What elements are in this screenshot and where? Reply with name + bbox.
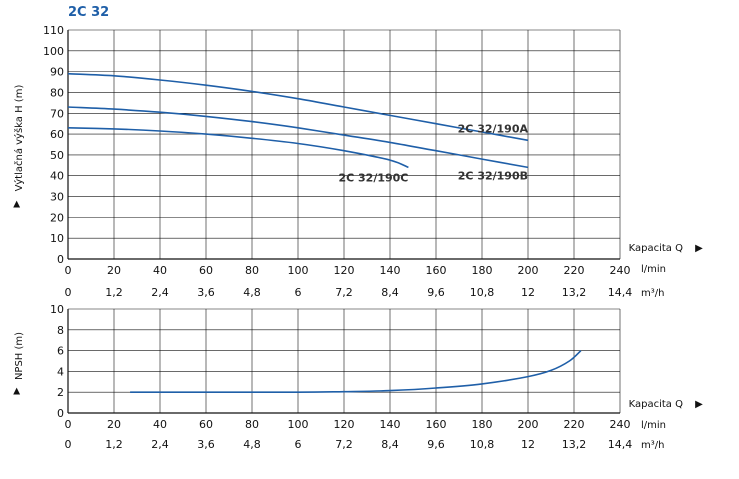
x-tick-label: 80 xyxy=(245,418,259,431)
x2-tick-label: 10,8 xyxy=(470,286,495,299)
x2-tick-label: 6 xyxy=(295,286,302,299)
y-axis-label: NPSH (m) xyxy=(14,332,25,380)
page-title: 2C 32 xyxy=(68,5,109,20)
x2-tick-label: 14,4 xyxy=(608,438,633,451)
x2-tick-label: 13,2 xyxy=(562,286,587,299)
x2-tick-label: 13,2 xyxy=(562,438,587,451)
x-tick-label: 20 xyxy=(107,264,121,277)
x2-tick-label: 3,6 xyxy=(197,438,215,451)
x-axis-label: Kapacita Q xyxy=(629,243,683,254)
x2-tick-label: 7,2 xyxy=(335,286,353,299)
y-tick-label: 10 xyxy=(50,303,64,316)
x-tick-label: 100 xyxy=(288,264,309,277)
series-line xyxy=(67,106,529,169)
y-tick-label: 80 xyxy=(50,86,64,99)
series-label: 2C 32/190C xyxy=(338,171,408,184)
series-line xyxy=(67,127,409,169)
y-tick-label: 90 xyxy=(50,66,64,79)
x-tick-label: 120 xyxy=(334,264,355,277)
x2-tick-label: 4,8 xyxy=(243,286,261,299)
x-axis-unit: l/min xyxy=(641,264,666,275)
x-tick-label: 240 xyxy=(610,264,631,277)
x-tick-label: 160 xyxy=(426,264,447,277)
x2-axis-unit: m³/h xyxy=(641,440,664,451)
x-tick-label: 40 xyxy=(153,264,167,277)
x-axis-unit: l/min xyxy=(641,420,666,431)
x2-tick-label: 14,4 xyxy=(608,286,633,299)
x2-tick-label: 12 xyxy=(521,286,535,299)
y-tick-label: 20 xyxy=(50,211,64,224)
y-tick-label: 0 xyxy=(57,407,64,420)
y-tick-label: 60 xyxy=(50,128,64,141)
x-tick-label: 0 xyxy=(65,418,72,431)
x-tick-label: 200 xyxy=(518,418,539,431)
y-tick-label: 40 xyxy=(50,170,64,183)
x2-tick-label: 2,4 xyxy=(151,286,169,299)
y-tick-label: 6 xyxy=(57,345,64,358)
y-tick-label: 100 xyxy=(43,45,64,58)
x2-tick-label: 9,6 xyxy=(427,286,445,299)
y-tick-label: 2 xyxy=(57,386,64,399)
x-tick-label: 120 xyxy=(334,418,355,431)
x-tick-label: 80 xyxy=(245,264,259,277)
x-tick-label: 40 xyxy=(153,418,167,431)
x-tick-label: 140 xyxy=(380,418,401,431)
x-tick-label: 160 xyxy=(426,418,447,431)
y-axis-arrow-icon: ▶ xyxy=(12,200,22,207)
y-axis-label: Výtlačná výška H (m) xyxy=(13,85,25,192)
y-tick-label: 8 xyxy=(57,324,64,337)
x-tick-label: 200 xyxy=(518,264,539,277)
x2-tick-label: 6 xyxy=(295,438,302,451)
x-tick-label: 0 xyxy=(65,264,72,277)
x2-tick-label: 9,6 xyxy=(427,438,445,451)
x-tick-label: 220 xyxy=(564,264,585,277)
x-tick-label: 180 xyxy=(472,264,493,277)
y-axis-arrow-icon: ▶ xyxy=(12,387,22,394)
x2-tick-label: 8,4 xyxy=(381,286,399,299)
x2-tick-label: 4,8 xyxy=(243,438,261,451)
y-tick-label: 30 xyxy=(50,191,64,204)
x2-axis-unit: m³/h xyxy=(641,288,664,299)
x-tick-label: 60 xyxy=(199,264,213,277)
x-tick-label: 20 xyxy=(107,418,121,431)
x2-tick-label: 7,2 xyxy=(335,438,353,451)
x-axis-arrow-icon: ▶ xyxy=(695,243,703,254)
y-tick-label: 10 xyxy=(50,232,64,245)
x2-tick-label: 8,4 xyxy=(381,438,399,451)
y-tick-label: 70 xyxy=(50,107,64,120)
x2-tick-label: 10,8 xyxy=(470,438,495,451)
x-tick-label: 100 xyxy=(288,418,309,431)
x-axis-label: Kapacita Q xyxy=(629,399,683,410)
x2-tick-label: 1,2 xyxy=(105,286,123,299)
series-line xyxy=(130,350,582,394)
x2-tick-label: 0 xyxy=(65,286,72,299)
y-tick-label: 0 xyxy=(57,253,64,266)
y-tick-label: 110 xyxy=(43,24,64,37)
x-tick-label: 220 xyxy=(564,418,585,431)
series-label: 2C 32/190A xyxy=(458,122,529,135)
x2-tick-label: 12 xyxy=(521,438,535,451)
x-tick-label: 180 xyxy=(472,418,493,431)
x-tick-label: 140 xyxy=(380,264,401,277)
x2-tick-label: 2,4 xyxy=(151,438,169,451)
y-tick-label: 50 xyxy=(50,149,64,162)
x-axis-arrow-icon: ▶ xyxy=(695,399,703,410)
x2-tick-label: 0 xyxy=(65,438,72,451)
y-tick-label: 4 xyxy=(57,365,64,378)
series-label: 2C 32/190B xyxy=(458,169,528,182)
x-tick-label: 60 xyxy=(199,418,213,431)
x2-tick-label: 3,6 xyxy=(197,286,215,299)
series-line xyxy=(67,72,529,142)
x-tick-label: 240 xyxy=(610,418,631,431)
x2-tick-label: 1,2 xyxy=(105,438,123,451)
